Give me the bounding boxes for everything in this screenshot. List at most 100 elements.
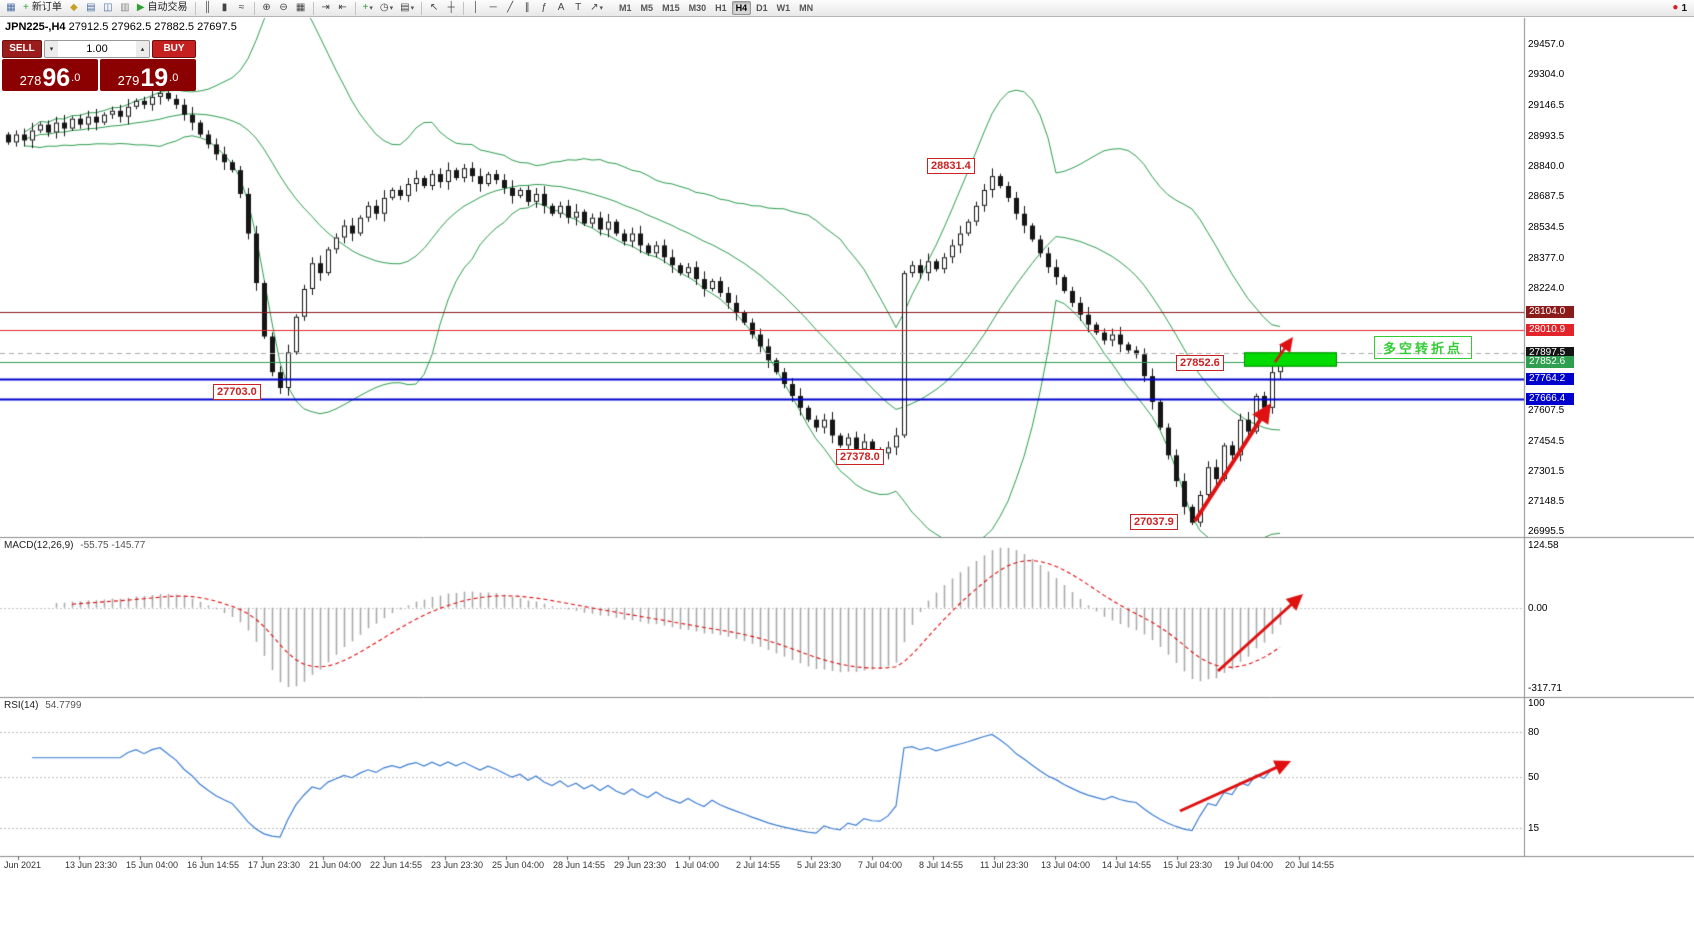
time-axis-label: 23 Jun 23:30 [431,860,484,870]
price-axis-label: 27607.5 [1528,405,1565,417]
market-watch-icon[interactable]: ▤ [83,1,99,16]
price-callout: 27378.0 [836,449,884,465]
time-axis-label: 2 Jul 14:55 [736,860,781,870]
cursor-icon[interactable]: ↖ [426,1,442,16]
volume-control: ▾ ▴ [44,40,150,58]
arrows-tool-icon[interactable]: ↗ ▾ [587,1,606,16]
autotrading-button[interactable]: ▶ 自动交易 [134,1,191,16]
timeframe-m15[interactable]: M15 [658,1,684,15]
indicator-axis-label: 0.00 [1528,602,1548,614]
toolbar: ▦ + 新订单 ◆ ▤ ◫ ▥ ▶ 自动交易 ║ ▮ ≈ ⊕ ⊖ ▦ ⇥ ⇤ + ▾ ◷ ▾ ▤ ▾ ↖ ┼ │ ─ ╱ ∥ ƒ A T ↗ ▾ M… [0,0,1694,17]
main-chart-panel[interactable] [0,18,1524,537]
new-chart-icon[interactable]: ▦ [3,1,19,16]
trendline-icon[interactable]: ╱ [502,1,518,16]
candlestick-icon[interactable]: ▮ [217,1,233,16]
timeframe-d1[interactable]: D1 [752,1,772,15]
timeframe-h1[interactable]: H1 [711,1,731,15]
price-axis-label: 27301.5 [1528,465,1565,477]
time-axis-label: 5 Jul 23:30 [797,860,842,870]
macd-values: -55.75 -145.77 [80,540,146,551]
tile-windows-icon[interactable]: ▦ [293,1,309,16]
terminal-icon[interactable]: ▥ [117,1,133,16]
new-order-button[interactable]: + 新订单 [20,1,65,16]
sell-price-big: 96 [42,63,71,92]
symbol-name: JPN225-,H4 [5,21,66,33]
price-axis-label: 26995.5 [1528,526,1565,538]
price-callout: 28831.4 [927,158,975,174]
price-axis-label: 29304.0 [1528,69,1565,81]
horizontal-line-icon[interactable]: ─ [485,1,501,16]
time-axis-label: 1 Jul 04:00 [675,860,720,870]
new-order-icon: + [23,2,29,13]
price-axis-label: 27148.5 [1528,496,1565,508]
price-callout: 27852.6 [1176,355,1224,371]
time-axis-label: 14 Jul 14:55 [1102,860,1152,870]
buy-price-big: 19 [140,63,169,92]
timeframe-group: M1 M5 M15 M30 H1 H4 D1 W1 MN [615,1,817,15]
templates-icon[interactable]: ▤ ▾ [397,1,417,16]
fibonacci-icon[interactable]: ƒ [536,1,552,16]
rsi-panel[interactable] [0,697,1524,856]
timeframe-h4[interactable]: H4 [731,1,752,15]
chevron-down-icon: ▾ [369,4,373,12]
time-axis-label: 15 Jul 23:30 [1163,860,1213,870]
zoom-out-icon[interactable]: ⊖ [276,1,292,16]
buy-button[interactable]: BUY [152,40,196,58]
price-axis-badge: 27666.4 [1526,392,1574,405]
vertical-line-icon[interactable]: │ [468,1,484,16]
chevron-down-icon: ▾ [410,4,415,12]
price-axis-badge: 28010.9 [1526,324,1574,337]
indicator-axis-label: 15 [1528,822,1540,834]
volume-input[interactable] [58,41,136,57]
time-axis-label: 16 Jun 14:55 [187,860,240,870]
profiles-icon[interactable]: ◆ [66,1,82,16]
sell-price[interactable]: 278 96.0 [2,59,98,91]
sell-button[interactable]: SELL [2,40,42,58]
volume-increase-button[interactable]: ▴ [136,41,149,57]
indicator-axis-label: -317.71 [1528,683,1562,694]
line-chart-icon[interactable]: ≈ [234,1,250,16]
price-axis-badge: 28104.0 [1526,305,1574,318]
macd-name: MACD(12,26,9) [4,540,74,551]
time-axis-label: 15 Jun 04:00 [126,860,179,870]
text-icon[interactable]: A [553,1,569,16]
bar-chart-icon[interactable]: ║ [200,1,216,16]
label-icon[interactable]: T [570,1,586,16]
timeframe-mn[interactable]: MN [795,1,817,15]
alert-icon[interactable]: ● [1672,2,1679,13]
autotrading-button-label: 自动交易 [147,2,188,13]
timeframe-w1[interactable]: W1 [773,1,795,15]
timeframe-m5[interactable]: M5 [637,1,658,15]
time-axis-label: 13 Jul 04:00 [1041,860,1091,870]
time-axis-label: 7 Jul 04:00 [858,860,903,870]
turning-point-label: 多空转折点 [1374,336,1473,359]
alert-count-badge: 1 [1681,2,1687,14]
toolbar-separator [463,1,465,15]
sell-price-dec: .0 [71,72,81,85]
toolbar-separator [354,1,356,15]
add-indicator-icon[interactable]: + ▾ [360,1,376,16]
chart-shift-icon[interactable]: ⇤ [335,1,351,16]
crosshair-icon[interactable]: ┼ [443,1,459,16]
time-axis-label: Jun 2021 [4,860,42,870]
chevron-down-icon: ▾ [599,4,604,12]
equidistant-channel-icon[interactable]: ∥ [519,1,535,16]
buy-price[interactable]: 279 19.0 [100,59,196,91]
auto-scroll-icon[interactable]: ⇥ [318,1,334,16]
data-window-icon[interactable]: ◫ [100,1,116,16]
indicator-axis-label: 100 [1528,698,1545,709]
macd-label: MACD(12,26,9) -55.75 -145.77 [4,540,145,551]
price-axis-label: 29146.5 [1528,100,1565,112]
macd-panel[interactable] [0,537,1524,697]
volume-decrease-button[interactable]: ▾ [45,41,58,57]
timeframe-m30[interactable]: M30 [685,1,711,15]
new-order-button-label: 新订单 [31,2,62,13]
zoom-in-icon[interactable]: ⊕ [259,1,275,16]
rsi-value: 54.7799 [45,700,82,711]
price-axis-label: 28224.0 [1528,283,1565,295]
timeframe-m1[interactable]: M1 [615,1,636,15]
periods-icon[interactable]: ◷ ▾ [377,1,396,16]
price-axis-label: 28993.5 [1528,130,1565,142]
time-axis-label: 13 Jun 23:30 [65,860,118,870]
